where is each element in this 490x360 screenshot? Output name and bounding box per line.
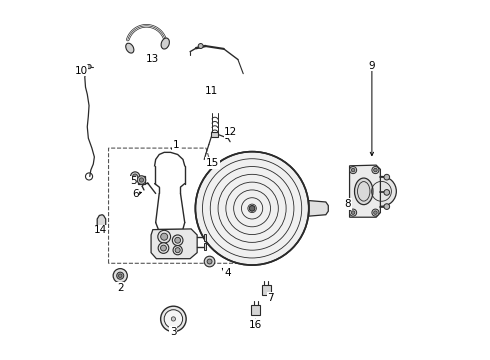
Text: 4: 4 bbox=[224, 268, 231, 278]
Text: 9: 9 bbox=[368, 61, 375, 71]
Text: 6: 6 bbox=[132, 189, 139, 199]
Circle shape bbox=[351, 211, 355, 215]
Text: 2: 2 bbox=[117, 283, 123, 293]
Circle shape bbox=[372, 167, 379, 174]
Polygon shape bbox=[97, 215, 106, 235]
Polygon shape bbox=[151, 229, 197, 259]
Polygon shape bbox=[211, 132, 219, 137]
Text: 3: 3 bbox=[170, 327, 177, 337]
Circle shape bbox=[133, 174, 138, 179]
Text: 16: 16 bbox=[249, 320, 262, 330]
Polygon shape bbox=[251, 305, 260, 315]
Circle shape bbox=[374, 211, 377, 215]
Circle shape bbox=[384, 204, 390, 210]
Polygon shape bbox=[262, 284, 270, 295]
Text: 10: 10 bbox=[74, 66, 88, 76]
Circle shape bbox=[367, 176, 396, 206]
Circle shape bbox=[172, 235, 183, 246]
Circle shape bbox=[204, 256, 215, 267]
Text: 7: 7 bbox=[267, 293, 274, 303]
Polygon shape bbox=[349, 165, 380, 217]
Circle shape bbox=[196, 152, 309, 265]
Ellipse shape bbox=[126, 43, 134, 53]
Text: 1: 1 bbox=[172, 140, 179, 150]
Circle shape bbox=[164, 310, 183, 328]
Circle shape bbox=[384, 174, 390, 180]
Circle shape bbox=[161, 306, 186, 332]
Circle shape bbox=[173, 246, 182, 255]
Circle shape bbox=[161, 233, 168, 240]
Text: 12: 12 bbox=[224, 127, 238, 137]
Circle shape bbox=[374, 168, 377, 172]
Polygon shape bbox=[204, 234, 206, 241]
Circle shape bbox=[137, 176, 146, 184]
Circle shape bbox=[207, 259, 212, 264]
Text: 13: 13 bbox=[146, 54, 159, 64]
Polygon shape bbox=[204, 243, 206, 250]
Polygon shape bbox=[138, 176, 145, 184]
Circle shape bbox=[351, 168, 355, 172]
Circle shape bbox=[349, 167, 357, 174]
Text: 15: 15 bbox=[206, 158, 219, 168]
Circle shape bbox=[113, 269, 127, 283]
Text: 8: 8 bbox=[344, 199, 351, 209]
Text: 5: 5 bbox=[130, 176, 137, 186]
Text: 11: 11 bbox=[205, 86, 218, 96]
Circle shape bbox=[372, 209, 379, 216]
Circle shape bbox=[130, 172, 140, 181]
Circle shape bbox=[249, 206, 255, 211]
Text: 14: 14 bbox=[94, 225, 107, 235]
Circle shape bbox=[158, 243, 169, 253]
Circle shape bbox=[158, 230, 171, 243]
Circle shape bbox=[117, 272, 124, 279]
Circle shape bbox=[139, 178, 144, 182]
Circle shape bbox=[161, 245, 167, 251]
Circle shape bbox=[172, 317, 175, 321]
Circle shape bbox=[198, 44, 203, 49]
Circle shape bbox=[119, 274, 122, 278]
Circle shape bbox=[349, 209, 357, 216]
Ellipse shape bbox=[355, 178, 373, 204]
Ellipse shape bbox=[161, 38, 170, 49]
Circle shape bbox=[175, 237, 181, 243]
Circle shape bbox=[87, 64, 91, 69]
Circle shape bbox=[384, 190, 390, 195]
Circle shape bbox=[175, 248, 180, 253]
Polygon shape bbox=[309, 201, 328, 216]
